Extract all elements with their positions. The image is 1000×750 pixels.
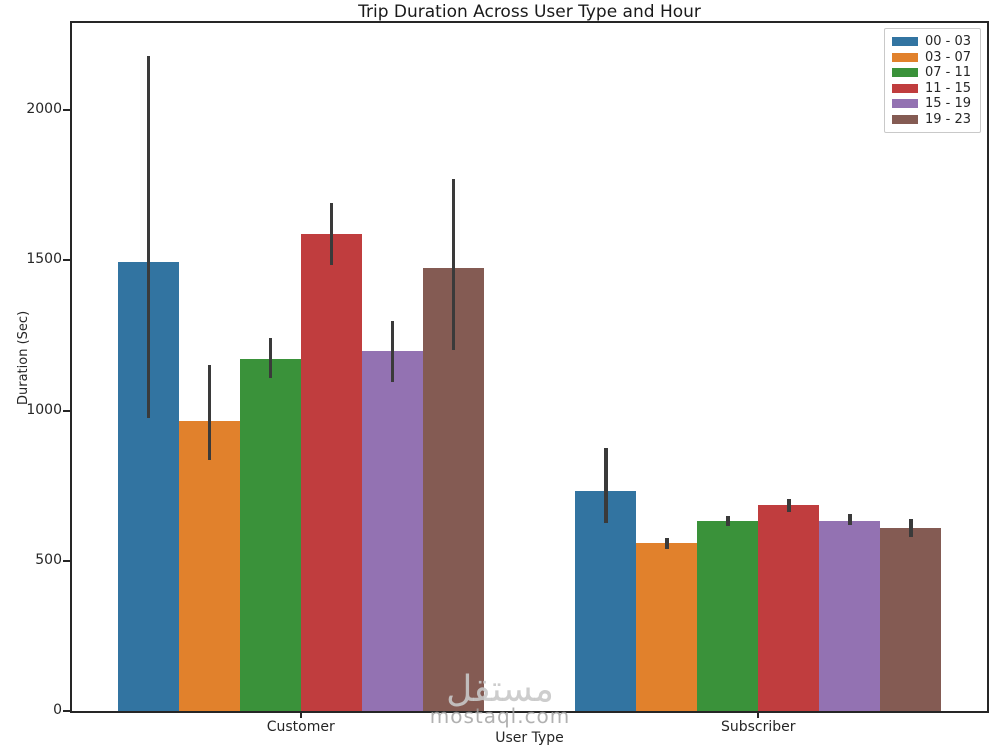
- legend-row: 11 - 15: [891, 80, 971, 97]
- y-tick-label: 2000: [26, 101, 62, 118]
- bar-subscriber-19-23: [880, 528, 942, 711]
- legend-row: 03 - 07: [891, 49, 971, 66]
- y-tick-label: 500: [35, 551, 62, 568]
- legend-label: 03 - 07: [924, 49, 971, 65]
- bar-subscriber-07-11: [697, 521, 759, 711]
- x-tick-mark: [757, 713, 760, 718]
- y-tick-label: 0: [53, 702, 62, 718]
- y-tick-mark: [63, 710, 70, 712]
- chart-title: Trip Duration Across User Type and Hour: [358, 2, 701, 22]
- error-bar: [787, 498, 791, 512]
- error-bar: [146, 56, 150, 419]
- legend-row: 19 - 23: [891, 111, 971, 128]
- y-tick-mark: [63, 559, 70, 562]
- bar-subscriber-15-19: [819, 520, 881, 711]
- error-bar: [451, 178, 455, 351]
- error-bar: [665, 538, 669, 550]
- y-tick-label: 1500: [26, 251, 62, 268]
- bar-subscriber-11-15: [758, 504, 820, 711]
- legend-swatch: [891, 52, 918, 62]
- error-bar: [390, 321, 394, 383]
- legend-label: 15 - 19: [924, 96, 971, 111]
- y-tick-mark: [63, 109, 70, 112]
- legend-row: 15 - 19: [891, 96, 971, 112]
- legend-swatch: [891, 68, 918, 78]
- legend-swatch: [891, 83, 918, 93]
- legend-swatch: [891, 99, 918, 109]
- legend-label: 11 - 15: [924, 80, 971, 96]
- legend-label: 07 - 11: [924, 65, 971, 80]
- bar-subscriber-00-03: [575, 490, 637, 711]
- error-bar: [207, 365, 211, 461]
- error-bar: [726, 515, 730, 526]
- error-bar: [268, 338, 272, 378]
- x-tick-label: Customer: [266, 719, 335, 735]
- error-bar: [604, 447, 608, 523]
- legend-row: 00 - 03: [891, 34, 971, 50]
- legend-swatch: [891, 114, 918, 124]
- bar-customer-11-15: [300, 233, 362, 711]
- bar-customer-07-11: [239, 358, 301, 711]
- legend-label: 00 - 03: [924, 34, 971, 49]
- x-tick-mark: [299, 713, 302, 718]
- plot-area: 00 - 03 03 - 07 07 - 11 11 - 15 15 - 19 19 - …: [26, 21, 989, 735]
- error-bar: [329, 203, 333, 266]
- x-axis-label: User Type: [495, 730, 564, 746]
- y-tick-mark: [63, 409, 70, 412]
- bar-subscriber-03-07: [636, 543, 698, 711]
- bar-customer-15-19: [361, 351, 423, 711]
- bar-customer-03-07: [178, 421, 240, 711]
- error-bar: [848, 513, 852, 526]
- y-tick-mark: [63, 259, 70, 262]
- legend-label: 19 - 23: [924, 111, 971, 127]
- y-tick-label: 1000: [26, 401, 62, 418]
- legend: 00 - 03 03 - 07 07 - 11 11 - 15 15 - 19 19 - …: [883, 28, 981, 133]
- legend-row: 07 - 11: [891, 65, 971, 81]
- x-tick-label: Subscriber: [720, 719, 796, 735]
- error-bar: [909, 519, 913, 537]
- legend-swatch: [891, 37, 918, 47]
